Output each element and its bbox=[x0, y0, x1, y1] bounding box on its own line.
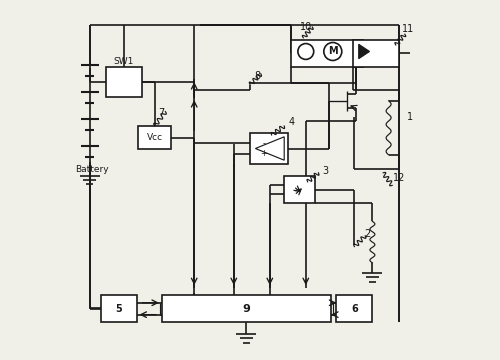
Bar bbox=[138, 126, 171, 149]
Bar bbox=[162, 295, 331, 322]
Bar bbox=[336, 295, 372, 322]
Text: Battery: Battery bbox=[75, 165, 108, 174]
Bar bbox=[100, 295, 136, 322]
Text: 6: 6 bbox=[351, 304, 358, 314]
Bar bbox=[352, 40, 400, 67]
Text: 1: 1 bbox=[407, 112, 414, 122]
Text: Vcc: Vcc bbox=[146, 133, 162, 142]
Text: SW1: SW1 bbox=[114, 57, 134, 66]
Text: 11: 11 bbox=[402, 24, 414, 34]
Bar bbox=[292, 40, 364, 67]
Bar bbox=[106, 67, 142, 97]
Text: 3: 3 bbox=[322, 166, 328, 176]
Text: -: - bbox=[262, 139, 265, 148]
Bar bbox=[250, 133, 288, 164]
Text: 5: 5 bbox=[115, 304, 122, 314]
Text: +: + bbox=[260, 149, 267, 158]
Circle shape bbox=[324, 42, 342, 60]
Text: M: M bbox=[328, 46, 338, 57]
Text: 8: 8 bbox=[254, 71, 260, 81]
Text: 10: 10 bbox=[300, 22, 312, 32]
Polygon shape bbox=[358, 44, 370, 59]
Text: 4: 4 bbox=[288, 117, 294, 127]
Text: 2: 2 bbox=[364, 229, 370, 239]
Text: 7: 7 bbox=[158, 108, 165, 118]
Text: 12: 12 bbox=[393, 173, 406, 183]
Bar bbox=[284, 176, 315, 203]
Text: 9: 9 bbox=[242, 304, 250, 314]
